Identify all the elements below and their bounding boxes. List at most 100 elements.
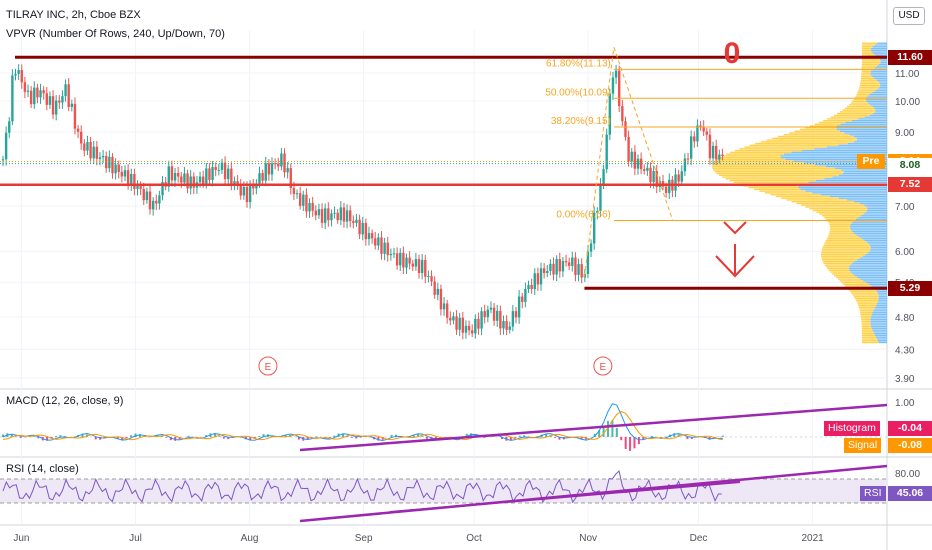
candle-body [314,210,317,216]
macd-histogram-bar [633,437,636,449]
vp-bar-up [872,75,887,78]
candle-body [61,96,64,103]
candle-body [605,134,608,170]
rsi-trendline-inner [389,481,741,513]
vp-bar-up [838,144,887,147]
vp-bar-down [753,188,801,191]
candle-body [289,168,292,189]
x-tick-label: Nov [579,533,597,544]
candle-body [186,173,189,189]
candle-body [649,167,652,183]
macd-histogram-bar [545,433,548,437]
candle-body [183,173,186,183]
vp-bar-down [860,83,880,85]
vp-bar-up [801,149,887,152]
candle-body [270,163,274,175]
vp-bar-up [871,51,887,53]
vp-bar-up [872,311,887,314]
candle-body [489,307,493,310]
candle-body [252,185,255,189]
candle-body [277,163,280,167]
vp-bar-down [725,178,825,180]
vp-bar-up [853,141,887,143]
earnings-marker-label: E [600,362,607,373]
candle-body [283,153,286,173]
macd-title: MACD (12, 26, close, 9) [6,395,124,407]
vp-bar-down [759,190,806,192]
vp-bar-down [861,51,872,53]
vp-bar-down [861,63,879,66]
candle-body [39,90,42,98]
vp-bar-down [813,209,868,212]
macd-histogram-bar [116,437,119,440]
candle-body [295,193,299,195]
candle-body [64,84,67,97]
candle-body [596,210,599,213]
rsi-y-tick-label: 80.00 [895,469,920,480]
vp-bar-down [841,281,867,284]
vp-bar-down [835,276,858,279]
candle-body [614,70,618,78]
vp-bar-down [859,86,880,88]
candle-body [458,317,461,330]
vp-bar-up [875,334,887,337]
vp-bar-up [859,202,887,205]
vp-bar-up [866,100,887,103]
vp-bar-up [800,188,887,191]
x-tick-label: Dec [690,533,708,544]
candle-body [405,257,408,268]
macd-histogram-bar [651,435,654,437]
vp-bar-up [877,340,887,342]
vp-bar-down [764,192,813,194]
vp-bar-down [830,227,851,229]
candle-body [689,136,693,159]
candle-body [502,321,505,329]
vp-bar-down [861,46,873,48]
vp-bar-up [871,325,887,328]
vp-bar-up [868,252,887,254]
y-tick-label: 9.00 [895,128,915,139]
vp-bar-up [870,246,887,249]
macd-histogram-bar [63,436,66,437]
candle-body [33,87,36,105]
macd-histogram-bar [174,437,177,441]
vp-bar-up [870,248,887,250]
candle-body [311,202,314,211]
candle-body [145,191,149,201]
vp-bar-up [877,301,887,303]
vp-bar-down [748,186,799,189]
vp-bar-down [853,98,866,101]
candle-body [83,143,86,151]
candle-body [126,170,130,186]
candle-body [23,82,27,92]
vp-bar-down [861,318,871,321]
vp-bar-down [822,246,871,249]
vp-bar-up [815,179,887,182]
earnings-marker [593,356,613,376]
vp-bar-down [712,164,816,166]
vp-bar-up [865,253,887,256]
macd-histogram-name: Histogram [824,420,880,436]
candle-body [245,186,249,203]
vp-bar-down [829,225,850,228]
candle-body [133,174,136,189]
candle-body [355,219,358,223]
vp-bar-up [852,262,887,264]
vp-bar-down [861,47,872,50]
vp-bar-up [838,197,887,199]
vp-bar-up [852,273,887,275]
candle-body [236,181,239,185]
macd-histogram-bar [54,436,57,437]
candle-body [652,170,655,183]
currency-button[interactable]: USD [893,7,925,25]
candle-body [420,260,424,274]
candle-body [220,162,224,170]
macd-histogram-bar [509,437,512,441]
candle-body [161,182,164,196]
symbol-title: TILRAY INC, 2h, Cboe BZX [6,9,141,21]
candle-body [399,252,402,266]
candle-body [51,96,55,115]
candle-body [580,264,583,278]
vp-bar-down [712,167,835,169]
